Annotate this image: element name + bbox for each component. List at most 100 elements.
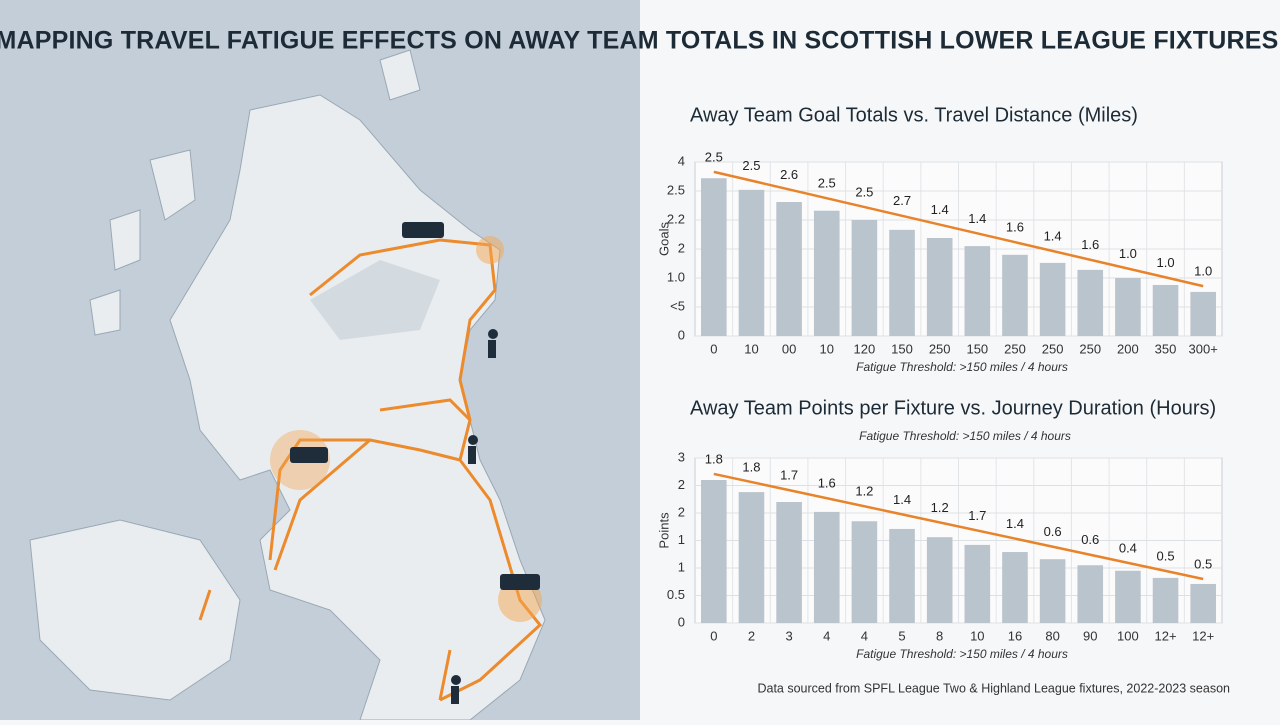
point-annotation: 2.5 [818, 176, 836, 191]
bar [1039, 262, 1066, 336]
chart-note: Fatigue Threshold: >150 miles / 4 hours [856, 647, 1068, 661]
y-tick-label: 2 [678, 504, 685, 519]
x-tick-label: 2 [748, 628, 755, 643]
y-tick-label: 1 [678, 559, 685, 574]
bar [1152, 284, 1179, 336]
x-tick-label: 00 [782, 341, 796, 356]
point-annotation: 2.5 [855, 184, 873, 199]
point-annotation: 2.5 [705, 149, 723, 164]
y-tick-label: 1.0 [667, 269, 685, 284]
chart-title: Away Team Goal Totals vs. Travel Distanc… [690, 104, 1138, 126]
bar [1039, 559, 1066, 623]
point-annotation: 0.5 [1194, 556, 1212, 571]
map [0, 0, 640, 721]
point-annotation: 0.6 [1081, 532, 1099, 547]
x-tick-label: 5 [898, 628, 905, 643]
x-tick-label: 200 [1117, 341, 1139, 356]
point-annotation: 1.4 [1006, 516, 1024, 531]
bar [776, 202, 802, 336]
x-tick-label: 250 [1004, 341, 1026, 356]
bar [1115, 278, 1141, 336]
point-annotation: 1.0 [1156, 255, 1174, 270]
bar [813, 511, 840, 623]
x-tick-label: 10 [744, 341, 758, 356]
x-tick-label: 100 [1117, 628, 1139, 643]
point-annotation: 0.5 [1156, 548, 1174, 563]
chart-subtitle: Fatigue Threshold: >150 miles / 4 hours [859, 429, 1071, 443]
bar [1077, 269, 1104, 336]
x-tick-label: 4 [861, 628, 868, 643]
bar [813, 210, 840, 336]
bar [1002, 552, 1028, 623]
y-tick-label: 2 [678, 477, 685, 492]
x-tick-label: 80 [1045, 628, 1059, 643]
bar [964, 246, 991, 336]
point-annotation: 1.4 [968, 211, 986, 226]
point-annotation: 1.0 [1194, 264, 1212, 279]
y-tick-label: 2.5 [667, 182, 685, 197]
chart-title: Away Team Points per Fixture vs. Journey… [690, 397, 1216, 419]
point-annotation: 1.8 [705, 451, 723, 466]
trend-line [713, 472, 1204, 581]
bar [1190, 291, 1216, 336]
trend-line [713, 170, 1204, 288]
x-tick-label: 150 [891, 341, 913, 356]
x-tick-label: 10 [970, 628, 984, 643]
x-tick-label: 0 [710, 628, 717, 643]
x-tick-label: 250 [1079, 341, 1101, 356]
x-tick-label: 4 [823, 628, 830, 643]
x-tick-label: 8 [936, 628, 943, 643]
point-annotation: 1.0 [1119, 246, 1137, 261]
bar [851, 220, 878, 336]
x-tick-label: 90 [1083, 628, 1097, 643]
bar [926, 237, 953, 336]
x-tick-label: 3 [785, 628, 792, 643]
point-annotation: 0.6 [1044, 524, 1062, 539]
bar [701, 178, 727, 336]
y-tick-label: 1 [678, 532, 685, 547]
x-tick-label: 120 [854, 341, 876, 356]
point-annotation: 1.2 [855, 484, 873, 499]
x-tick-label: 16 [1008, 628, 1022, 643]
point-annotation: 1.6 [1081, 237, 1099, 252]
point-annotation: 1.4 [893, 492, 911, 507]
bar [889, 528, 915, 623]
x-tick-label: 150 [966, 341, 988, 356]
point-annotation: 1.2 [931, 500, 949, 515]
point-annotation: 1.7 [968, 508, 986, 523]
bar [964, 544, 991, 623]
bar [889, 229, 915, 336]
point-annotation: 1.7 [780, 468, 798, 483]
y-tick-label: 0.5 [667, 587, 685, 602]
bar [851, 521, 878, 623]
bar [926, 537, 953, 623]
x-tick-label: 10 [820, 341, 834, 356]
bar [1115, 570, 1141, 623]
x-tick-label: 350 [1155, 341, 1177, 356]
bar [776, 502, 802, 623]
bar [1002, 254, 1028, 336]
bar [738, 189, 765, 336]
y-tick-label: 0 [678, 614, 685, 629]
point-annotation: 0.4 [1119, 540, 1137, 555]
point-annotation: 1.4 [1044, 228, 1062, 243]
point-annotation: 2.6 [780, 167, 798, 182]
bar [1077, 565, 1104, 623]
point-annotation: 1.8 [742, 459, 760, 474]
point-annotation: 1.6 [1006, 220, 1024, 235]
x-tick-label: 12+ [1192, 628, 1214, 643]
x-tick-label: 250 [1042, 341, 1064, 356]
x-tick-label: 12+ [1155, 628, 1177, 643]
bar [701, 480, 727, 623]
chart-note: Fatigue Threshold: >150 miles / 4 hours [856, 360, 1068, 374]
y-tick-label: 2 [678, 240, 685, 255]
x-tick-label: 0 [710, 341, 717, 356]
y-axis-label: Points [656, 512, 671, 549]
source-note: Data sourced from SPFL League Two & High… [757, 681, 1230, 695]
point-annotation: 2.5 [742, 158, 760, 173]
bar [738, 492, 765, 623]
point-annotation: 2.7 [893, 193, 911, 208]
point-annotation: 1.4 [931, 202, 949, 217]
